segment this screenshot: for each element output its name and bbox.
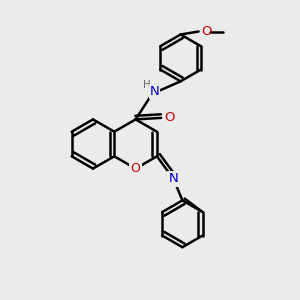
Text: O: O	[201, 25, 211, 38]
Text: O: O	[131, 162, 140, 175]
Text: N: N	[169, 172, 178, 185]
Text: H: H	[143, 80, 151, 90]
Text: O: O	[165, 111, 175, 124]
Text: N: N	[150, 85, 159, 98]
